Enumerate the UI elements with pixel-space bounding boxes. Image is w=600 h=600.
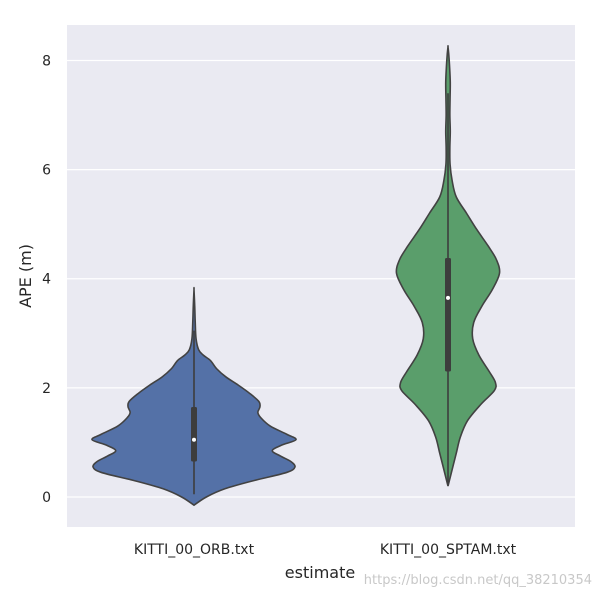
x-tick-label-1: KITTI_00_ORB.txt bbox=[134, 542, 255, 558]
x-tick-labels: KITTI_00_ORB.txt KITTI_00_SPTAM.txt bbox=[134, 542, 517, 558]
y-tick-label-8: 8 bbox=[42, 53, 51, 69]
y-tick-label-4: 4 bbox=[42, 272, 51, 288]
y-tick-label-2: 2 bbox=[42, 381, 51, 397]
watermark: https://blog.csdn.net/qq_38210354 bbox=[363, 573, 592, 588]
median-1 bbox=[192, 437, 196, 442]
y-tick-label-0: 0 bbox=[42, 490, 51, 506]
violins bbox=[91, 45, 501, 507]
y-tick-label-6: 6 bbox=[42, 163, 51, 179]
iqr-box-2 bbox=[445, 257, 451, 372]
x-axis-title: estimate bbox=[285, 563, 355, 582]
median-2 bbox=[446, 295, 450, 300]
iqr-box-1 bbox=[191, 406, 197, 462]
y-tick-labels: 0 2 4 6 8 bbox=[42, 53, 51, 506]
y-axis-title: APE (m) bbox=[16, 244, 35, 308]
x-tick-label-2: KITTI_00_SPTAM.txt bbox=[380, 542, 517, 558]
